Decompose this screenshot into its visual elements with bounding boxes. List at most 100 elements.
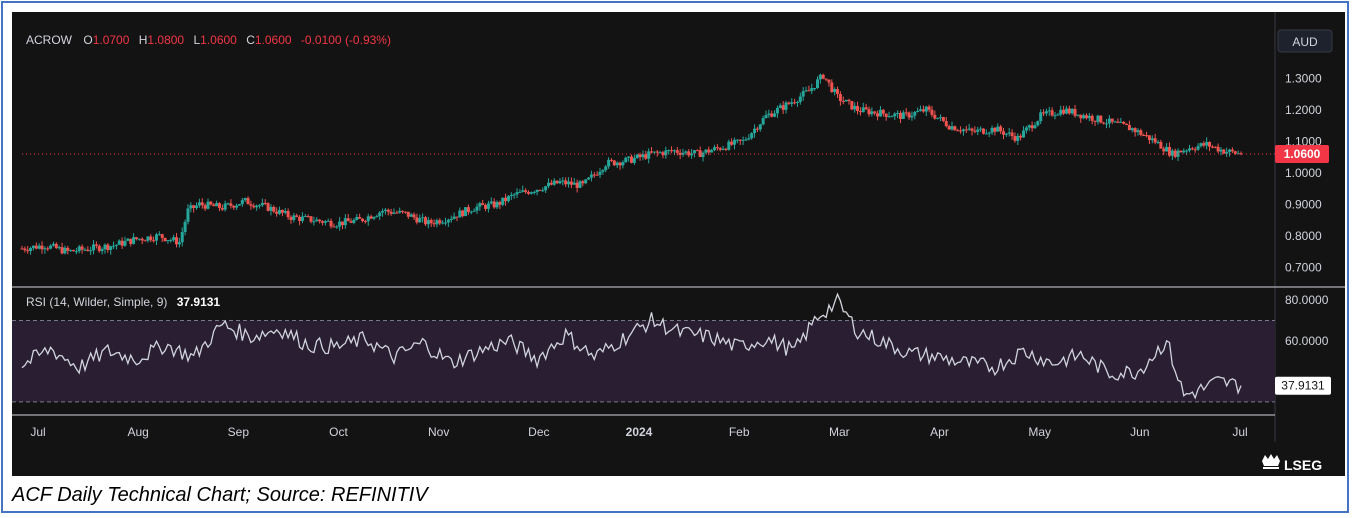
candle-body: [278, 209, 282, 214]
candle-body: [226, 203, 230, 205]
candle-body: [936, 117, 940, 119]
candle-body: [455, 216, 459, 218]
candle-body: [1208, 142, 1212, 147]
currency-button[interactable]: [1277, 29, 1333, 53]
rsi-tick-label: 60.0000: [1285, 334, 1329, 348]
candle-body: [484, 205, 488, 209]
brand-text: LSEG: [1284, 457, 1322, 473]
candle-body: [790, 102, 794, 104]
candle-body: [1228, 149, 1232, 152]
candle-body: [921, 109, 925, 112]
candle-body: [1113, 121, 1117, 123]
candle-body: [964, 129, 968, 131]
candle-body: [1147, 135, 1151, 141]
candle-body: [664, 150, 668, 156]
candle-body: [1016, 135, 1020, 141]
candle-body: [458, 210, 462, 218]
candle-body: [690, 153, 694, 156]
candle-body: [1122, 121, 1126, 124]
candle-body: [146, 236, 150, 241]
candle-body: [1159, 141, 1163, 149]
candle-body: [49, 245, 53, 249]
candle-body: [1059, 109, 1063, 115]
candle-body: [338, 221, 342, 227]
candle-body: [37, 245, 41, 249]
candle-body: [489, 201, 493, 204]
candle-body: [681, 152, 685, 155]
candle-body: [544, 186, 548, 191]
candle-body: [94, 244, 98, 246]
candle-body: [552, 180, 556, 185]
candle-body: [372, 217, 376, 219]
candle-body: [160, 234, 164, 238]
candle-body: [1067, 108, 1071, 114]
candle-body: [401, 210, 405, 212]
candle-body: [956, 130, 960, 132]
candle-body: [1079, 114, 1083, 119]
price-tick-label: 0.9000: [1285, 197, 1322, 211]
candle-body: [584, 179, 588, 184]
candle-body: [893, 113, 897, 117]
candle-body: [652, 151, 656, 153]
candle-body: [830, 82, 834, 93]
candle-body: [798, 96, 802, 102]
candle-body: [847, 99, 851, 102]
candle-body: [881, 109, 885, 114]
candle-body: [632, 158, 636, 163]
candle-body: [818, 74, 822, 80]
candle-body: [1202, 143, 1206, 146]
candle-body: [541, 190, 545, 192]
candle-body: [498, 202, 502, 205]
candle-body: [63, 247, 67, 254]
candle-body: [735, 139, 739, 141]
candle-body: [134, 237, 138, 240]
candle-body: [51, 243, 55, 246]
candle-body: [223, 203, 227, 210]
candle-body: [1096, 115, 1100, 122]
candle-body: [767, 113, 771, 116]
candle-body: [206, 201, 210, 209]
candle-body: [1062, 109, 1066, 114]
candle-body: [913, 111, 917, 116]
candle-body: [650, 151, 654, 153]
candle-body: [887, 116, 891, 118]
candle-body: [1216, 146, 1220, 152]
candle-body: [260, 202, 264, 206]
candle-body: [727, 141, 731, 150]
candle-body: [103, 244, 107, 250]
time-tick-label: Aug: [127, 425, 148, 439]
candle-body: [97, 245, 101, 252]
candle-body: [1222, 149, 1226, 154]
candle-body: [618, 162, 622, 166]
candle-body: [750, 133, 754, 139]
ohlc-header: ACROW O1.0700 H1.0800 L1.0600 C1.0600 -0…: [26, 33, 391, 47]
candle-body: [1027, 125, 1031, 128]
candle-body: [1084, 115, 1088, 119]
rsi-value: 37.9131: [177, 295, 221, 309]
candle-body: [355, 216, 359, 220]
candle-body: [853, 105, 857, 110]
candle-body: [1036, 121, 1040, 126]
candle-body: [203, 205, 207, 209]
candle-body: [821, 74, 825, 79]
candle-body: [258, 205, 262, 207]
candle-body: [200, 202, 204, 206]
candle-body: [418, 218, 422, 223]
candle-body: [309, 216, 313, 222]
candle-body: [1199, 143, 1203, 147]
lseg-logo-icon: [1262, 454, 1280, 469]
candle-body: [827, 79, 831, 83]
candle-body: [363, 220, 367, 222]
candle-body: [403, 211, 407, 213]
candle-body: [495, 202, 499, 208]
candle-body: [129, 238, 133, 244]
candle-body: [595, 174, 599, 176]
candle-body: [369, 216, 373, 219]
candle-body: [177, 242, 181, 245]
candle-body: [692, 150, 696, 154]
candle-body: [1182, 150, 1186, 153]
candle-body: [466, 207, 470, 213]
last-price-tag: [1275, 144, 1329, 163]
candle-body: [558, 181, 562, 184]
time-tick-label: Mar: [829, 425, 850, 439]
